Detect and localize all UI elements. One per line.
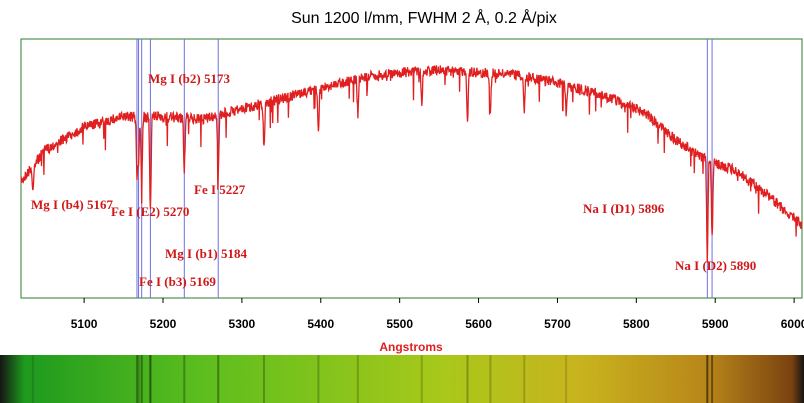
reference-line-labels: Mg I (b4) 5167 Fe I (b3) 5169 Mg I (b2) 51… (31, 71, 756, 289)
strip-absorption-line (523, 355, 526, 403)
reference-line-label: Mg I (b2) 5173 (148, 71, 230, 86)
reference-line-label: Na I (D1) 5896 (583, 201, 665, 216)
reference-line-label: Na I (D2) 5890 (675, 258, 756, 273)
strip-absorption-line (466, 355, 469, 403)
strip-absorption-line (420, 355, 423, 403)
strip-absorption-line (711, 355, 714, 403)
strip-absorption-line (135, 355, 138, 403)
strip-absorption-line (489, 355, 492, 403)
x-tick-label: 5700 (544, 317, 571, 331)
strip-absorption-line (31, 355, 34, 403)
x-axis-title: Angstroms (379, 340, 443, 354)
strip-absorption-line (317, 355, 320, 403)
plot-frame (20, 38, 803, 299)
strip-absorption-line (565, 355, 568, 403)
reference-line-label: Fe I (E2) 5270 (111, 204, 189, 219)
strip-absorption-line (183, 355, 186, 403)
x-tick-label: 5300 (229, 317, 256, 331)
x-tick-label: 5400 (307, 317, 334, 331)
x-tick-label: 5200 (150, 317, 177, 331)
x-tick-label: 5100 (71, 317, 98, 331)
reference-line-label: Fe I 5227 (194, 182, 246, 197)
strip-absorption-line (706, 355, 709, 403)
strip-absorption-line (140, 355, 143, 403)
spectrum-strip-lines (31, 355, 714, 403)
reference-line-label: Fe I (b3) 5169 (139, 274, 216, 289)
strip-absorption-line (356, 355, 359, 403)
x-tick-label: 5800 (623, 317, 650, 331)
x-tick-label: 5600 (465, 317, 492, 331)
x-tick-label: 5900 (702, 317, 729, 331)
spectrum-series (20, 65, 803, 263)
x-tick-label: 6000 (781, 317, 804, 331)
strip-absorption-line (217, 355, 220, 403)
spectrum-color-strip (0, 355, 804, 403)
strip-absorption-line (137, 355, 140, 403)
reference-line-label: Mg I (b1) 5184 (165, 246, 247, 261)
chart-title: Sun 1200 l/mm, FWHM 2 Å, 0.2 Å/pix (291, 8, 557, 27)
reference-lines (136, 39, 713, 298)
x-tick-label: 5500 (386, 317, 413, 331)
reference-line-label: Mg I (b4) 5167 (31, 197, 113, 212)
strip-absorption-line (262, 355, 265, 403)
x-axis: 5100 5200 5300 5400 5500 5600 5700 5800 5900 6000 (71, 298, 804, 331)
strip-absorption-line (149, 355, 152, 403)
